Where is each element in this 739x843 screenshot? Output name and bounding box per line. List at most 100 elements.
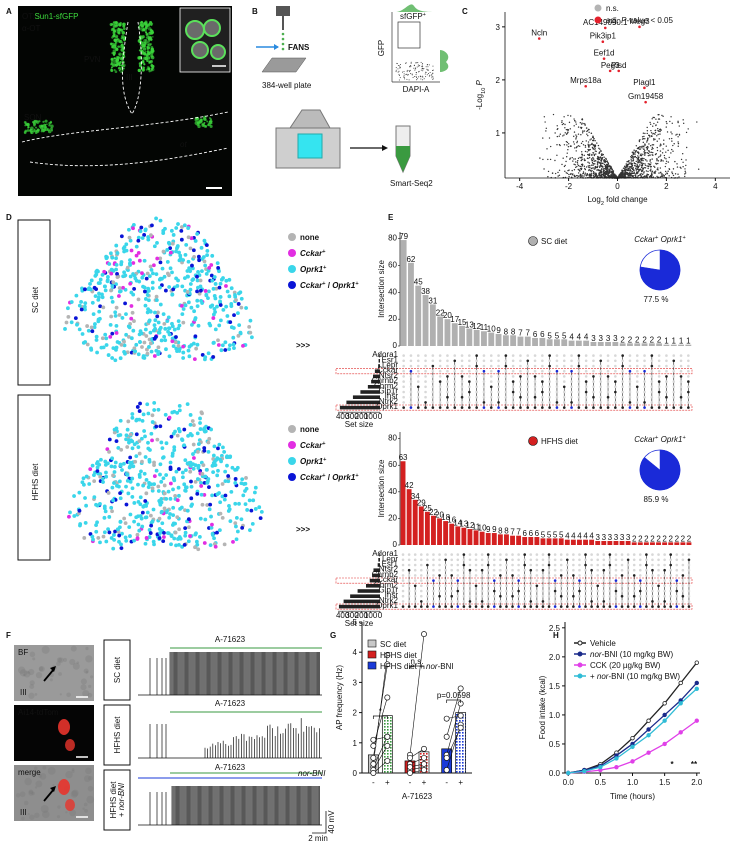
background-gene: [640, 154, 642, 157]
background-gene: [643, 175, 646, 177]
background-gene: [651, 158, 653, 160]
matrix-dot: [541, 594, 545, 598]
background-gene: [642, 159, 644, 162]
matrix-dot: [416, 364, 420, 368]
cell-point: [224, 455, 229, 460]
matrix-dot: [621, 359, 624, 363]
intersection-bar: [415, 285, 422, 346]
background-gene: [659, 155, 661, 158]
matrix-dot: [453, 395, 457, 399]
background-gene: [648, 176, 651, 178]
cell-point: [152, 542, 156, 547]
background-gene: [588, 166, 590, 168]
matrix-dot: [584, 553, 587, 556]
matrix-dot: [432, 589, 435, 593]
cell-point: [66, 314, 71, 319]
cell-point: [178, 256, 183, 261]
matrix-dot: [628, 369, 632, 373]
fluorescent-cell: [146, 65, 150, 69]
matrix-dot: [672, 401, 676, 404]
matrix-dot: [665, 369, 668, 373]
y-axis-label: AP frequency (Hz): [335, 665, 344, 731]
matrix-dot: [628, 390, 632, 394]
bar-value-label: 20: [435, 510, 444, 519]
text-segment: /: [326, 473, 333, 482]
event: [403, 71, 405, 73]
cell-point: [119, 260, 124, 264]
cell-point: [112, 464, 117, 469]
cell-point: [140, 524, 145, 529]
matrix-dot: [657, 553, 660, 556]
legend-marker: [288, 473, 296, 481]
background-gene: [665, 126, 667, 128]
texture: [33, 766, 38, 771]
matrix-dot: [431, 364, 435, 368]
background-gene: [602, 170, 605, 173]
cell-point: [249, 508, 254, 513]
intersection-bar: [641, 343, 648, 346]
bar-value-label: 5: [562, 331, 567, 340]
cell-point: [234, 524, 238, 529]
matrix-dot: [402, 364, 405, 368]
matrix-dot: [547, 574, 551, 577]
cell-point: [134, 244, 139, 249]
background-gene: [682, 165, 684, 168]
legend-label: HFHS diet: [380, 651, 418, 660]
cell-point: [131, 464, 136, 469]
matrix-dot: [548, 380, 551, 383]
cell-point: [195, 232, 200, 236]
intersection-bar: [561, 339, 568, 346]
cell-point: [137, 258, 142, 263]
fluorescent-cell: [140, 26, 144, 30]
matrix-dot: [669, 563, 673, 567]
cell-point: [193, 480, 198, 484]
bar-value-label: 10: [487, 325, 496, 334]
cell-point: [169, 533, 174, 538]
matrix-dot: [621, 364, 624, 368]
gate: [397, 21, 421, 49]
matrix-dot: [526, 390, 530, 394]
gene-label: Pik3ip1: [590, 32, 617, 41]
background-gene: [580, 151, 583, 153]
matrix-dot: [675, 589, 679, 593]
cell-point: [136, 482, 140, 487]
matrix-dot: [450, 574, 454, 577]
background-gene: [666, 131, 669, 133]
matrix-dot: [401, 558, 405, 562]
cell-point: [176, 319, 181, 323]
matrix-dot: [401, 563, 405, 567]
matrix-dot: [453, 401, 457, 404]
cell-point: [161, 476, 166, 481]
cell-point: [198, 288, 203, 293]
text-segment: none: [300, 233, 320, 242]
cell-point: [196, 285, 200, 290]
cell-point: [152, 336, 157, 341]
background-gene: [588, 162, 591, 164]
inset-cell: [210, 44, 226, 60]
background-gene: [657, 156, 660, 158]
cell-point: [221, 307, 226, 312]
intersection-bar: [528, 537, 534, 545]
matrix-dot: [651, 594, 654, 598]
texture: [26, 671, 30, 674]
set-label: Esr1: [382, 560, 399, 569]
intersection-bar: [467, 529, 473, 545]
background-gene: [636, 147, 639, 150]
background-gene: [634, 150, 637, 152]
background-gene: [667, 170, 669, 172]
matrix-dot: [584, 395, 588, 399]
matrix-dot: [523, 589, 527, 593]
set-size-bar: [350, 594, 380, 598]
data-point: [370, 770, 377, 776]
matrix-dot: [492, 579, 496, 582]
matrix-dot: [480, 600, 484, 603]
cell-point: [156, 407, 161, 412]
x-tick-label: 300: [345, 412, 359, 421]
matrix-dot: [628, 364, 632, 368]
event: [422, 65, 424, 67]
matrix-dot: [657, 579, 660, 582]
cell-point: [87, 286, 92, 291]
cell-point: [124, 242, 129, 247]
cell-point: [216, 468, 220, 473]
matrix-dot: [681, 579, 685, 582]
